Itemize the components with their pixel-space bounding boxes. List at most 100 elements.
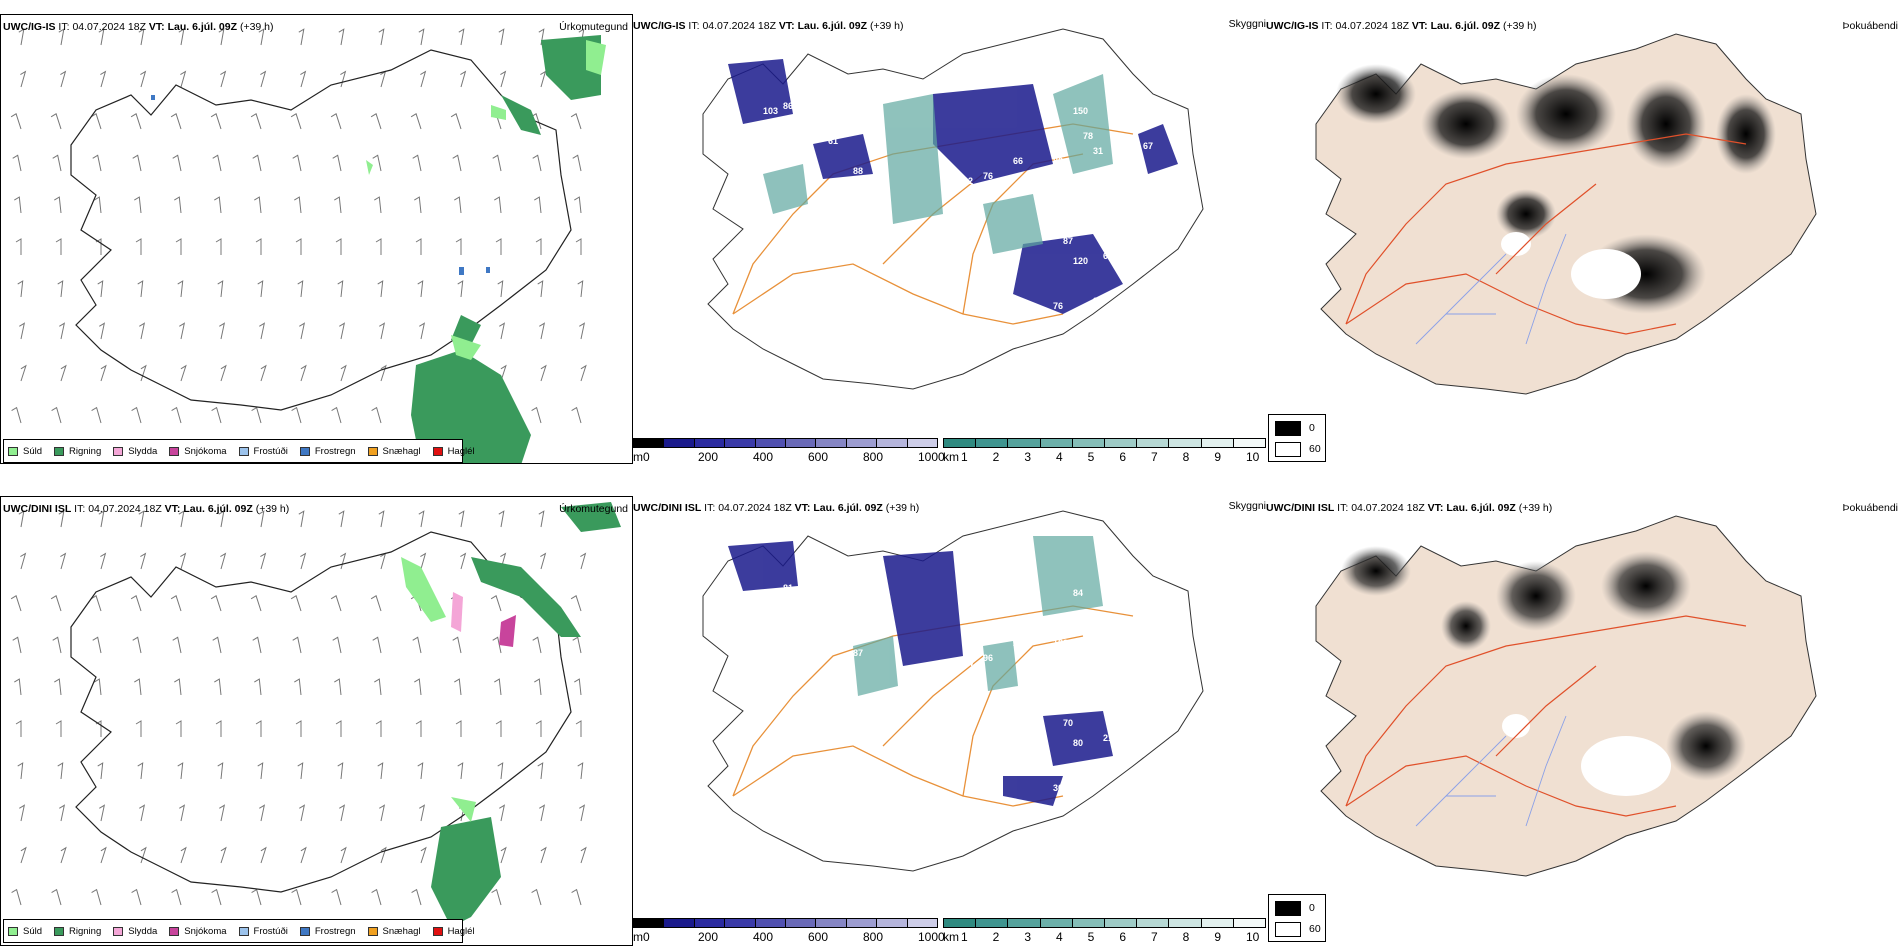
wind-barb [372,154,382,172]
wind-barb [500,846,507,864]
wind-barb [252,154,262,172]
wind-barb [537,762,544,780]
wind-barb [260,552,267,570]
wind-barb [250,113,262,130]
ceiling-bar-swatches [633,438,938,448]
wind-barb [494,196,502,214]
wind-barb [577,280,584,298]
wind-barb [258,510,265,528]
precip-legend-swatch [238,446,249,456]
precip-legend-swatch [299,926,310,936]
low-visibility-areas [763,74,1113,254]
wind-barb [219,804,226,822]
wind-barb [455,238,462,255]
wind-barb [132,154,142,172]
wind-barb [340,70,347,88]
wind-barb [251,406,262,424]
ceiling-value-label: 87 [853,648,863,658]
wind-barb [331,888,342,906]
wind-barb [577,762,584,780]
precip-legend: Súld Rigning Slydda Snjókoma Frostúði Frostre… [3,919,475,943]
wind-barb [454,678,462,696]
precip-legend-item: Haglél [432,926,475,937]
wind-barb [299,322,306,340]
wind-barb [12,636,22,654]
wind-barb [497,762,504,780]
wind-barb [98,28,105,46]
wind-barb [290,595,302,612]
ceiling-value-label: 76 [1053,301,1063,311]
precip-legend-item: Frostúði [238,926,288,937]
low-ceiling-areas [728,59,1178,314]
ceiling-value-label: 103 [763,106,778,116]
visibility-bar-swatches [943,438,1266,448]
wind-barb [572,636,582,654]
colorbar-swatch [1008,439,1041,447]
ceiling-value-label: 62 [963,176,973,186]
precip-legend-swatch [8,926,18,936]
colorbar-tick-label: 2 [992,930,1000,944]
colorbar-swatch [877,439,908,447]
wind-barb [220,846,227,864]
precip-legend-label: Snæhagl [382,445,421,457]
colorbar-swatch [1072,439,1106,447]
precip-legend-item: Rigning [54,446,101,457]
ceiling-colorbar: m 0 200 400 600 800 1000 [633,438,945,464]
wind-barb [54,678,62,696]
wind-barb [211,406,222,424]
wind-barb [11,406,22,424]
wind-barb [100,70,107,88]
wind-barb [210,595,222,612]
wind-barb [377,762,384,780]
colorbar-tick-label: 5 [1087,450,1095,464]
wind-barb [257,762,264,780]
clear-area [1571,249,1641,299]
wind-barb [259,322,266,340]
colorbar-tick-label: 3 [1024,930,1032,944]
fog-legend-dark-value: 0 [1309,422,1315,434]
wind-barb [292,636,302,654]
wind-barb [137,280,144,298]
wind-barb [174,196,182,214]
wind-barb [291,406,302,424]
wind-barb [139,322,146,340]
wind-barb [298,510,305,528]
wind-barb [378,510,385,528]
colorbar-tick-label: 200 [698,450,719,464]
fog-panel-bottom: UWC/DINI ISL IT: 04.07.2024 18Z VT: Lau.… [1266,496,1900,946]
colorbar-swatch [1201,919,1234,927]
fog-legend: 0 60 [1268,414,1326,462]
wind-barb [294,678,302,696]
ceiling-value-label: 65 [1068,196,1078,206]
wind-barb [175,720,182,737]
ceiling-value-label: 31 [1093,146,1103,156]
ceiling-value-label: 13 [1153,723,1163,733]
wind-barb [575,720,582,737]
ceiling-value-label: 70 [1093,628,1103,638]
wind-barb [295,238,302,255]
wind-barb [211,888,222,906]
wind-barb [90,113,102,130]
wind-barb [500,70,507,88]
ceiling-value-label: 41 [1068,678,1078,688]
precip-legend-label: Súld [23,925,43,937]
colorbar-swatch [944,439,977,447]
wind-barb [495,238,502,255]
wind-barb [131,406,142,424]
precip-legend-item: Haglél [432,446,475,457]
wind-barb [52,636,62,654]
visibility-panel-bottom: 76 81 80 87 24 96 22 182 41 70 80 21 39 13 84 110 70 81 30… [633,496,1266,946]
precip-legend-label: Frostregn [314,445,356,457]
wind-barb [140,552,147,570]
ceiling-colorbar: m 0 200 400 600 800 1000 [633,918,945,946]
wind-barb [580,552,587,570]
wind-barb [52,154,62,172]
panel-variable-label: Skyggni [1228,18,1266,30]
wind-barb [175,238,182,255]
wind-barb [415,238,422,255]
colorbar-swatch [816,919,847,927]
colorbar-tick-label: 8 [1182,450,1190,464]
fog-legend-dark-swatch [1275,421,1301,436]
wind-barb [97,280,104,298]
